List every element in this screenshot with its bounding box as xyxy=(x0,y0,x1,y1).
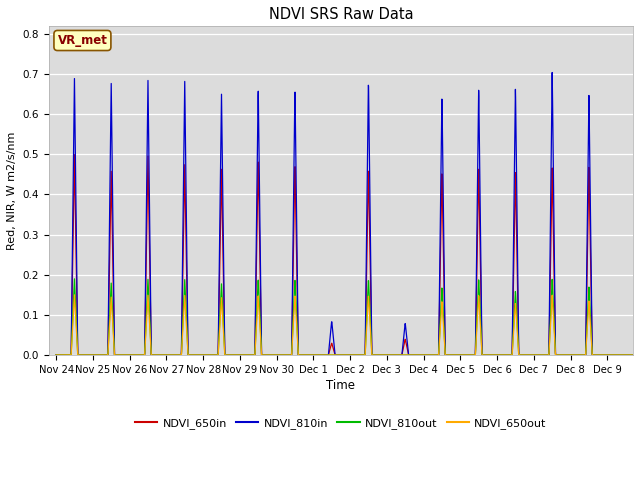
NDVI_650in xyxy=(173,352,180,358)
NDVI_810in xyxy=(550,255,558,261)
NDVI_810in xyxy=(173,352,180,358)
NDVI_650in xyxy=(426,352,433,358)
NDVI_810out xyxy=(173,352,180,358)
NDVI_650out xyxy=(550,332,558,337)
NDVI_650out xyxy=(70,292,78,298)
NDVI_810in xyxy=(634,352,640,358)
NDVI_810out xyxy=(52,352,60,358)
NDVI_650out xyxy=(52,352,60,358)
NDVI_650out xyxy=(477,345,485,350)
NDVI_650in xyxy=(634,352,640,358)
NDVI_810out xyxy=(634,352,640,358)
Line: NDVI_650out: NDVI_650out xyxy=(56,295,640,355)
Line: NDVI_810in: NDVI_810in xyxy=(56,72,640,355)
NDVI_650in xyxy=(515,352,523,358)
NDVI_810out xyxy=(426,352,433,358)
NDVI_810in xyxy=(52,352,60,358)
NDVI_650in xyxy=(550,288,558,293)
NDVI_650out xyxy=(515,352,523,358)
NDVI_810in xyxy=(548,70,556,75)
NDVI_810out xyxy=(550,326,558,332)
NDVI_810out xyxy=(70,276,78,282)
NDVI_810in xyxy=(426,352,433,358)
Line: NDVI_810out: NDVI_810out xyxy=(56,279,640,355)
NDVI_810out xyxy=(477,342,485,348)
X-axis label: Time: Time xyxy=(326,379,355,392)
NDVI_650in xyxy=(477,328,485,334)
NDVI_810in xyxy=(477,303,485,309)
Legend: NDVI_650in, NDVI_810in, NDVI_810out, NDVI_650out: NDVI_650in, NDVI_810in, NDVI_810out, NDV… xyxy=(131,413,551,433)
Line: NDVI_650in: NDVI_650in xyxy=(56,155,640,355)
Text: VR_met: VR_met xyxy=(58,34,108,47)
NDVI_810in xyxy=(515,352,523,358)
Title: NDVI SRS Raw Data: NDVI SRS Raw Data xyxy=(269,7,413,22)
NDVI_650in xyxy=(70,152,78,157)
Y-axis label: Red, NIR, W m2/s/nm: Red, NIR, W m2/s/nm xyxy=(7,131,17,250)
NDVI_650out xyxy=(173,352,180,358)
NDVI_810out xyxy=(515,352,523,358)
NDVI_650out xyxy=(634,352,640,358)
NDVI_650out xyxy=(426,352,433,358)
NDVI_650in xyxy=(52,352,60,358)
